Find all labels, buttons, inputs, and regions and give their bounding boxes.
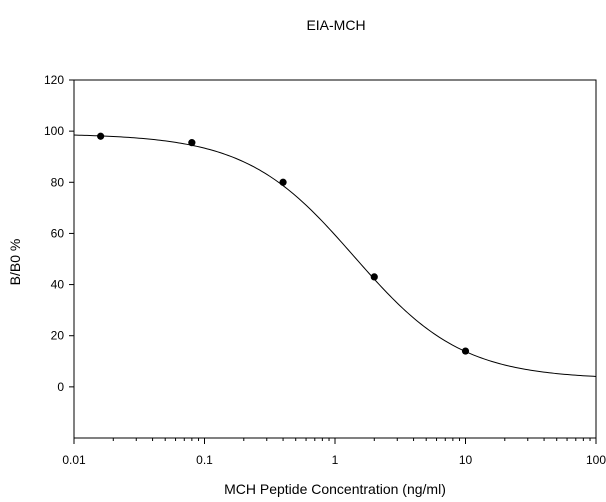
x-tick-label: 0.1 — [196, 453, 213, 467]
data-point — [97, 132, 105, 140]
x-axis-title: MCH Peptide Concentration (ng/ml) — [224, 481, 446, 497]
y-tick-label: 100 — [44, 124, 64, 138]
data-point — [461, 347, 470, 355]
x-tick-label: 10 — [459, 453, 473, 467]
y-tick-label: 60 — [51, 226, 65, 240]
x-tick-label: 1 — [332, 453, 339, 467]
chart-title: EIA-MCH — [306, 17, 365, 33]
x-axis: 0.01 0.1 1 10 100 — [62, 438, 606, 467]
plot-area-frame — [73, 79, 597, 439]
y-axis-title: B/B0 % — [7, 239, 23, 286]
data-point — [370, 273, 378, 281]
x-tick-label: 0.01 — [62, 453, 86, 467]
y-tick-label: 120 — [44, 73, 64, 87]
x-tick-label: 100 — [586, 453, 606, 467]
fit-curve-line — [73, 134, 597, 377]
y-tick-label: 0 — [57, 380, 64, 394]
data-point — [279, 178, 287, 186]
data-point — [188, 139, 196, 147]
y-axis: 0 20 40 60 80 100 120 — [44, 73, 74, 394]
data-points — [97, 132, 470, 355]
y-tick-label: 40 — [51, 278, 65, 292]
y-tick-label: 80 — [51, 175, 65, 189]
y-tick-label: 20 — [51, 329, 65, 343]
